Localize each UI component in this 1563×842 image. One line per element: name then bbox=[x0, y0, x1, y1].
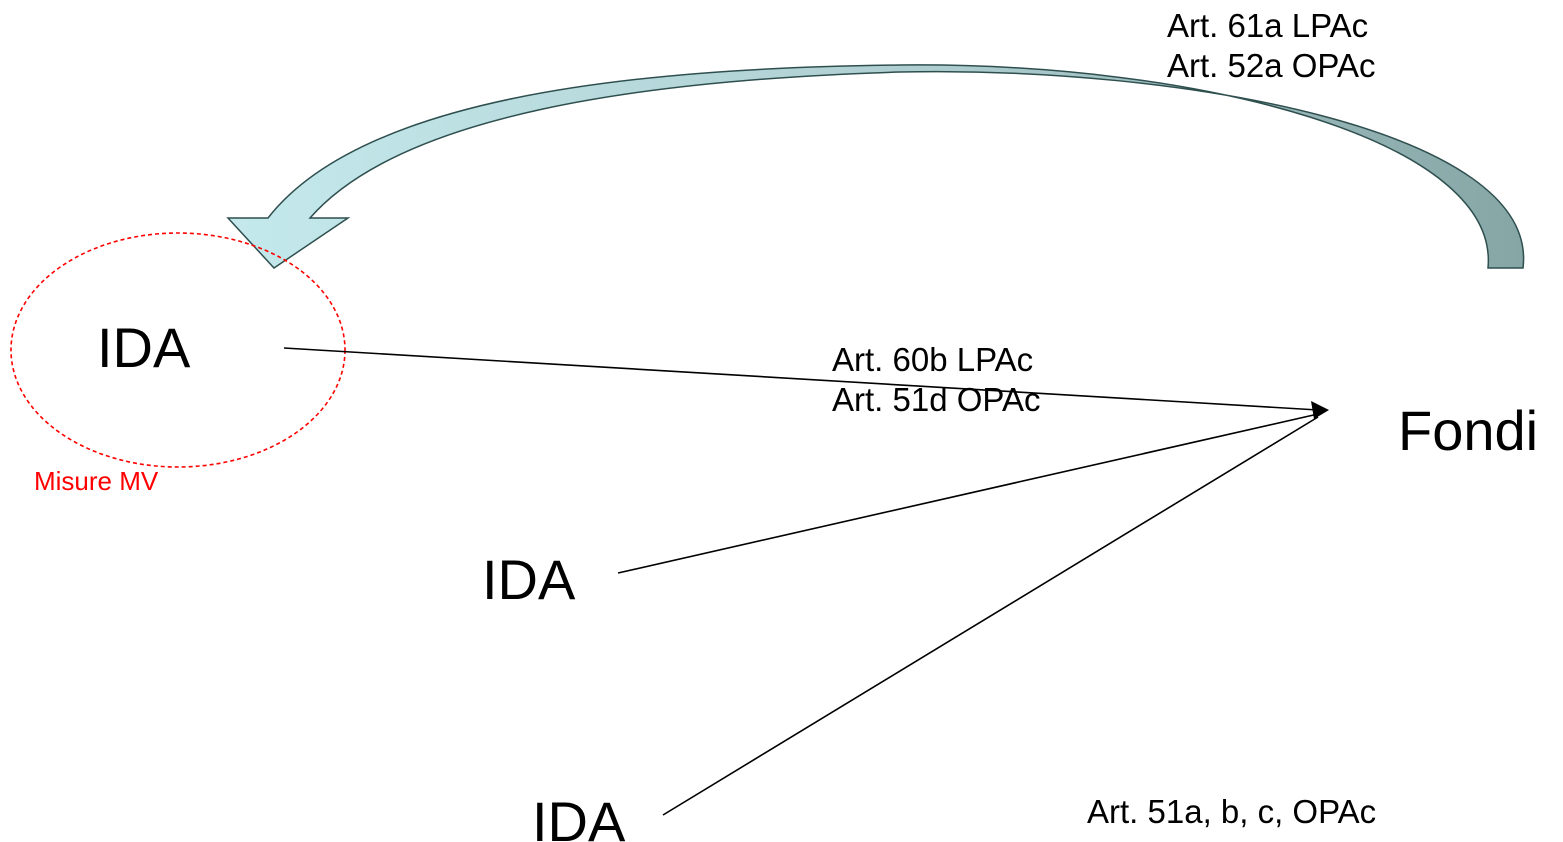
node-fondi: Fondi bbox=[1398, 399, 1539, 462]
node-ida-bottom: IDA bbox=[532, 790, 626, 842]
ida-top-arrow-label-line2: Art. 51d OPAc bbox=[832, 381, 1041, 418]
connector-arrowhead bbox=[1311, 401, 1329, 419]
node-ida-middle: IDA bbox=[482, 548, 576, 611]
ida-top-arrow-label-line1: Art. 60b LPAc bbox=[832, 341, 1034, 378]
return-arrow-label: Art. 61a LPAc Art. 52a OPAc bbox=[1167, 6, 1375, 86]
highlight-ellipse bbox=[10, 232, 346, 468]
lower-arrows-label: Art. 51a, b, c, OPAc bbox=[1087, 793, 1377, 830]
return-arrow bbox=[226, 64, 1525, 269]
return-arrow-label-line1: Art. 61a LPAc bbox=[1167, 7, 1369, 44]
connector-ida-bottom-to-fondi bbox=[662, 416, 1319, 816]
return-arrow-label-line2: Art. 52a OPAc bbox=[1167, 47, 1376, 84]
connector-ida-middle-to-fondi bbox=[617, 413, 1319, 574]
node-ida-top: IDA bbox=[97, 316, 191, 379]
connector-ida-top-to-fondi bbox=[283, 347, 1319, 411]
highlight-label: Misure MV bbox=[34, 466, 159, 496]
ida-top-arrow-label: Art. 60b LPAc Art. 51d OPAc bbox=[832, 340, 1040, 420]
